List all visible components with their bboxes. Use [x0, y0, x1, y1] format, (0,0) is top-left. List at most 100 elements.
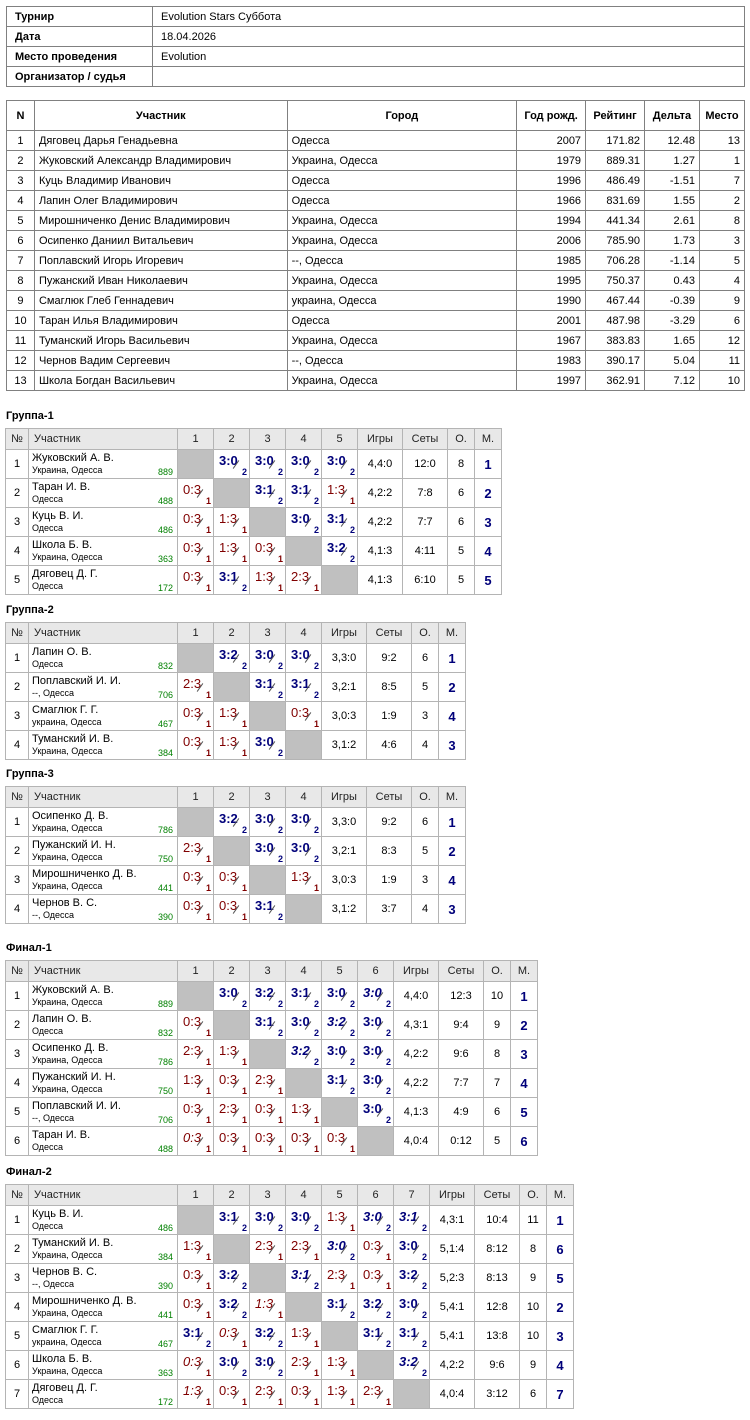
match-score: 3:1: [291, 676, 310, 691]
match-score-cell: 1:3 1: [321, 1205, 358, 1235]
match-score-cell: 3:0 2: [285, 507, 322, 537]
player-rating: 750.37: [585, 270, 646, 291]
points-total: 6: [483, 1097, 511, 1127]
match-score: 3:1: [291, 1267, 310, 1282]
match-points: 1: [385, 1252, 391, 1262]
match-score-cell: 0:3 1: [177, 1350, 214, 1380]
match-points: 1: [313, 1252, 319, 1262]
match-score: 3:2: [219, 811, 238, 826]
player-delta: 5.04: [644, 350, 700, 371]
match-score: 3:1: [327, 1296, 346, 1311]
match-score: 3:0: [363, 985, 382, 1000]
player-name: Куць Владимир Иванович: [33, 170, 288, 191]
info-row: Турнир Evolution Stars Суббота: [6, 6, 745, 27]
match-points: 1: [241, 1339, 247, 1349]
participant-cell: Чернов В. С. --, Одесса 390: [28, 894, 178, 924]
player-rating: 486.49: [585, 170, 646, 191]
match-points: 2: [349, 525, 355, 535]
participant-name: Поплавский И. И.: [32, 1100, 121, 1112]
games-total: 5,1:4: [429, 1234, 475, 1264]
match-points: 2: [277, 496, 283, 506]
points-total: 10: [519, 1321, 547, 1351]
participant-rating: 488: [157, 1144, 173, 1154]
player-name: Таран Илья Владимирович: [33, 310, 288, 331]
match-score-cell: 3:0 2: [249, 807, 286, 837]
match-points: 2: [421, 1281, 427, 1291]
group-table: № Участник 1 2 3 4 5 6 7 Игры Сеты О. М. 1 Куць В. И. О…: [5, 1184, 574, 1409]
games-total: 4,0:4: [393, 1126, 439, 1156]
match-score-cell: 3:1 2: [249, 478, 286, 508]
participant-name: Чернов В. С.: [32, 897, 98, 909]
match-score: 3:0: [327, 1238, 346, 1253]
match-score-cell: 3:2 2: [285, 1039, 322, 1069]
match-score: 2:3: [363, 1383, 382, 1398]
match-score: 0:3: [183, 1101, 202, 1116]
participant-city: Одесса: [32, 1395, 64, 1405]
match-score-cell: 1:3 1: [213, 1039, 250, 1069]
participant-rating: 750: [157, 854, 173, 864]
match-points: 1: [349, 496, 355, 506]
match-score: 3:1: [255, 1014, 274, 1029]
match-score: 3:0: [255, 811, 274, 826]
col-header-opponent: 6: [357, 1184, 394, 1206]
col-header-participant: Участник: [28, 1184, 178, 1206]
participant-city: Украина, Одесса: [32, 881, 103, 891]
match-points: 1: [205, 1310, 211, 1320]
player-place: 12: [698, 330, 746, 351]
table-row: 3 Смаглюк Г. Г. украина, Одесса 467 0:3 1 1:3 1…: [5, 701, 466, 731]
match-score: 3:0: [399, 1296, 418, 1311]
participant-city: Украина, Одесса: [32, 465, 103, 475]
match-score: 0:3: [291, 705, 310, 720]
match-score: 0:3: [291, 1383, 310, 1398]
match-score-cell: 0:3 1: [177, 1010, 214, 1040]
participant-cell: Таран И. В. Одесса 488: [28, 478, 178, 508]
participant-city: Украина, Одесса: [32, 823, 103, 833]
match-score-cell: 2:3 1: [249, 1234, 286, 1264]
match-points: 2: [313, 1028, 319, 1038]
points-total: 4: [411, 894, 439, 924]
participant-city: Украина, Одесса: [32, 1366, 103, 1376]
match-score-cell: 3:0 2: [249, 643, 286, 673]
match-score-cell: 0:3 1: [177, 894, 214, 924]
match-score: 3:1: [291, 985, 310, 1000]
player-birth-year: 1990: [516, 290, 587, 311]
player-birth-year: 1985: [516, 250, 587, 271]
col-header-opponent: 5: [321, 428, 358, 450]
table-row: 1 Куць В. И. Одесса 486 3:1 2 3:0 2 3:0 2 1:3 1 3:0 2…: [5, 1205, 574, 1235]
points-total: 6: [447, 478, 475, 508]
match-points: 2: [349, 467, 355, 477]
match-score-cell: 3:1 2: [285, 672, 322, 702]
match-score: 1:3: [291, 1325, 310, 1340]
player-place: 9: [698, 290, 746, 311]
games-total: 4,1:3: [357, 565, 403, 595]
player-number: 13: [6, 370, 35, 391]
col-header-games: Игры: [321, 786, 367, 808]
sets-total: 7:7: [438, 1068, 484, 1098]
match-score-cell: 3:0 2: [249, 449, 286, 479]
participant-name: Школа Б. В.: [32, 1353, 93, 1365]
col-header-opponent: 4: [285, 960, 322, 982]
table-row: 3 Чернов В. С. --, Одесса 390 0:3 1 3:2 2 3:1 2 2:…: [5, 1263, 574, 1293]
player-city: --, Одесса: [286, 250, 518, 271]
group-header-row: № Участник 1 2 3 4 5 Игры Сеты О. М.: [5, 428, 502, 450]
match-score-cell: 3:1 2: [249, 1010, 286, 1040]
player-delta: -1.51: [644, 170, 700, 191]
participant-cell: Жуковский А. В. Украина, Одесса 889: [28, 449, 178, 479]
match-score-cell: 3:1 2: [393, 1321, 430, 1351]
row-number: 3: [5, 701, 29, 731]
table-row: 4 Лапин Олег Владимирович Одесса 1966 831.69…: [6, 190, 746, 211]
match-points: 2: [385, 1339, 391, 1349]
sets-total: 7:8: [402, 478, 448, 508]
table-row: 3 Куць Владимир Иванович Одесса 1996 486.49-…: [6, 170, 746, 191]
col-header-points: О.: [411, 622, 439, 644]
match-points: 1: [277, 1115, 283, 1125]
self-cell: [249, 507, 286, 537]
player-delta: 1.73: [644, 230, 700, 251]
participant-city: Украина, Одесса: [32, 1055, 103, 1065]
self-cell: [177, 1205, 214, 1235]
sets-total: 4:9: [438, 1097, 484, 1127]
match-score-cell: 3:2 2: [213, 643, 250, 673]
match-points: 2: [313, 525, 319, 535]
match-score: 3:0: [363, 1209, 382, 1224]
match-points: 2: [241, 467, 247, 477]
